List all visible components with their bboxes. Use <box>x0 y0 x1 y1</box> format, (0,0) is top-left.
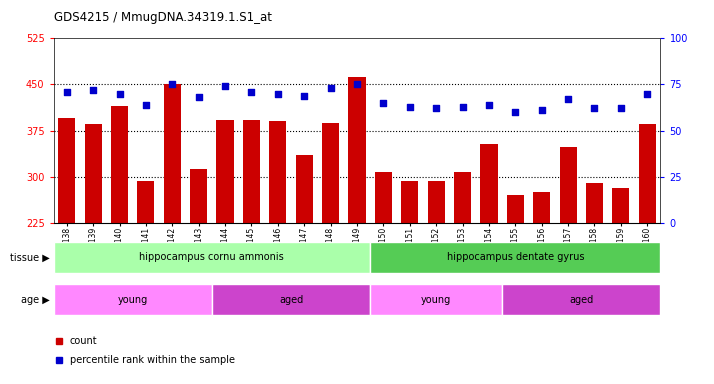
Point <box>457 104 468 110</box>
Text: tissue ▶: tissue ▶ <box>10 252 50 262</box>
Bar <box>502 284 660 315</box>
Bar <box>401 181 418 223</box>
Point <box>166 81 178 88</box>
Text: young: young <box>118 295 148 305</box>
Point <box>193 94 204 101</box>
Bar <box>370 242 660 273</box>
Point <box>246 89 257 95</box>
Text: count: count <box>69 336 97 346</box>
Bar <box>533 192 550 223</box>
Point <box>563 96 574 102</box>
Bar <box>137 181 154 223</box>
Bar <box>84 124 101 223</box>
Text: hippocampus cornu ammonis: hippocampus cornu ammonis <box>139 252 284 262</box>
Bar <box>375 172 392 223</box>
Bar <box>348 77 366 223</box>
Bar <box>586 183 603 223</box>
Point <box>404 104 416 110</box>
Bar <box>58 118 75 223</box>
Bar <box>164 84 181 223</box>
Point <box>642 91 653 97</box>
Text: young: young <box>421 295 451 305</box>
Text: percentile rank within the sample: percentile rank within the sample <box>69 355 235 365</box>
Bar <box>54 284 212 315</box>
Point <box>510 109 521 115</box>
Point <box>219 83 231 89</box>
Point <box>87 87 99 93</box>
Bar <box>322 122 339 223</box>
Bar <box>212 284 370 315</box>
Bar <box>269 121 286 223</box>
Point <box>272 91 283 97</box>
Bar <box>454 172 471 223</box>
Point <box>351 81 363 88</box>
Bar <box>296 155 313 223</box>
Point <box>431 105 442 111</box>
Bar <box>216 119 233 223</box>
Point <box>483 102 495 108</box>
Point <box>140 102 151 108</box>
Point <box>61 89 72 95</box>
Point <box>536 107 548 113</box>
Bar <box>639 124 656 223</box>
Bar <box>190 169 207 223</box>
Text: hippocampus dentate gyrus: hippocampus dentate gyrus <box>446 252 584 262</box>
Bar <box>560 147 577 223</box>
Bar <box>428 181 445 223</box>
Text: aged: aged <box>279 295 303 305</box>
Point <box>325 85 336 91</box>
Bar <box>613 188 630 223</box>
Point <box>615 105 627 111</box>
Bar <box>481 144 498 223</box>
Point <box>378 100 389 106</box>
Point <box>114 91 125 97</box>
Bar <box>111 106 128 223</box>
Point <box>589 105 600 111</box>
Bar <box>54 242 370 273</box>
Bar <box>370 284 502 315</box>
Text: age ▶: age ▶ <box>21 295 50 305</box>
Text: GDS4215 / MmugDNA.34319.1.S1_at: GDS4215 / MmugDNA.34319.1.S1_at <box>54 11 271 24</box>
Bar <box>507 195 524 223</box>
Point <box>298 93 310 99</box>
Text: aged: aged <box>569 295 593 305</box>
Bar <box>243 119 260 223</box>
